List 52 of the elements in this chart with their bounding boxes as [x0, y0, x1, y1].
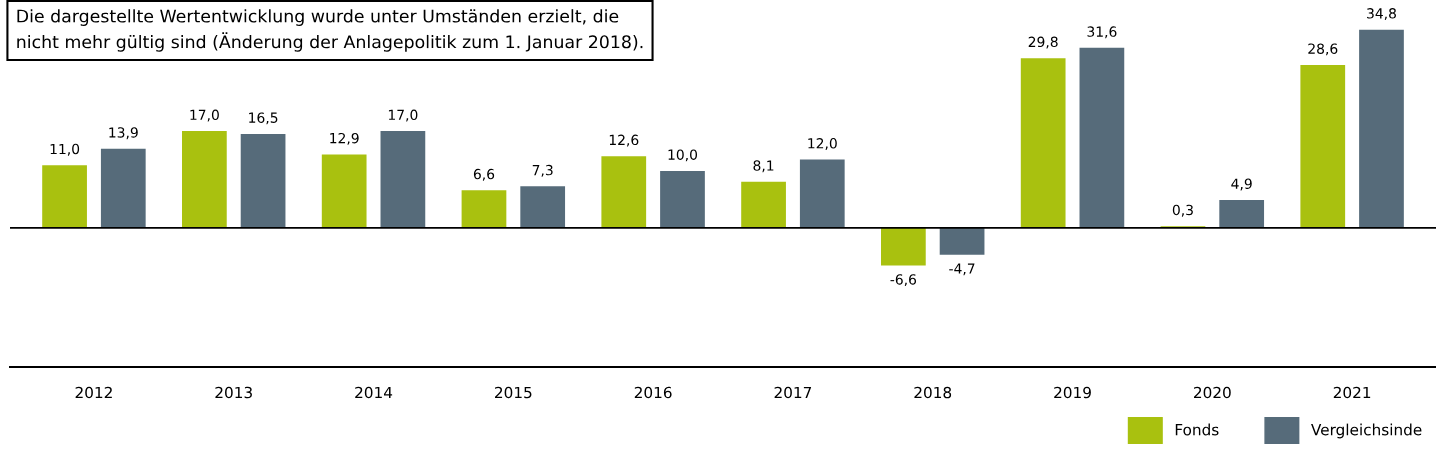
data-label: -6,6	[890, 274, 917, 287]
x-tick-label: 2015	[495, 386, 532, 399]
data-label: 29,8	[1028, 36, 1058, 49]
annotation: Die dargestellte Wertentwicklung wurde unter Umständen erzielt, die nicht mehr gültig sind (Änderung der Anlagepolitik zum 1. Januar 2018).	[17, 9, 643, 52]
data-label: 12,6	[609, 134, 639, 147]
bar	[100, 148, 146, 228]
data-label: 11,0	[50, 143, 80, 156]
bar	[1079, 47, 1125, 228]
bar	[240, 133, 286, 228]
data-label: 10,0	[668, 149, 698, 162]
x-tick-label: 2016	[634, 386, 672, 399]
legend-label: Vergleichsinde	[1311, 423, 1422, 439]
x-tick-label: 2017	[774, 386, 812, 399]
bar	[660, 170, 705, 228]
bar	[939, 227, 985, 255]
bar	[1359, 29, 1404, 228]
bar	[741, 181, 786, 228]
bar	[881, 227, 926, 266]
legend-label: Fonds	[1175, 423, 1219, 436]
bar	[380, 131, 426, 228]
data-label: 12,0	[808, 138, 837, 150]
x-tick-label: 2019	[1054, 386, 1091, 399]
bar	[799, 159, 845, 228]
x-tick-label: 2021	[1333, 386, 1371, 399]
data-label: 6,6	[473, 168, 495, 181]
bar	[1219, 200, 1265, 228]
bar	[601, 156, 647, 228]
x-tick-label: 2018	[914, 386, 952, 399]
data-label: 17,0	[190, 109, 219, 122]
bar	[1020, 58, 1066, 228]
data-label: 28,6	[1308, 43, 1338, 56]
bar	[182, 131, 227, 228]
bar	[321, 154, 367, 228]
data-label: 31,6	[1087, 26, 1117, 39]
bar	[461, 190, 507, 228]
data-label: 12,9	[330, 132, 359, 145]
bar	[42, 165, 87, 228]
data-label: -4,7	[949, 263, 975, 276]
x-tick-label: 2012	[75, 386, 112, 399]
data-label: 34,8	[1367, 8, 1396, 21]
data-label: 8,1	[753, 160, 774, 173]
data-label: 13,9	[109, 127, 138, 140]
bar	[520, 186, 566, 228]
x-tick-label: 2013	[215, 386, 252, 399]
x-tick-label: 2020	[1194, 386, 1231, 399]
bar	[1300, 64, 1346, 228]
data-label: 17,0	[388, 109, 418, 122]
data-label: 0,3	[1172, 204, 1193, 217]
data-label: 16,5	[249, 112, 278, 125]
data-label: 4,9	[1231, 178, 1252, 191]
data-label: 7,3	[532, 164, 553, 177]
x-tick-label: 2014	[355, 386, 393, 399]
